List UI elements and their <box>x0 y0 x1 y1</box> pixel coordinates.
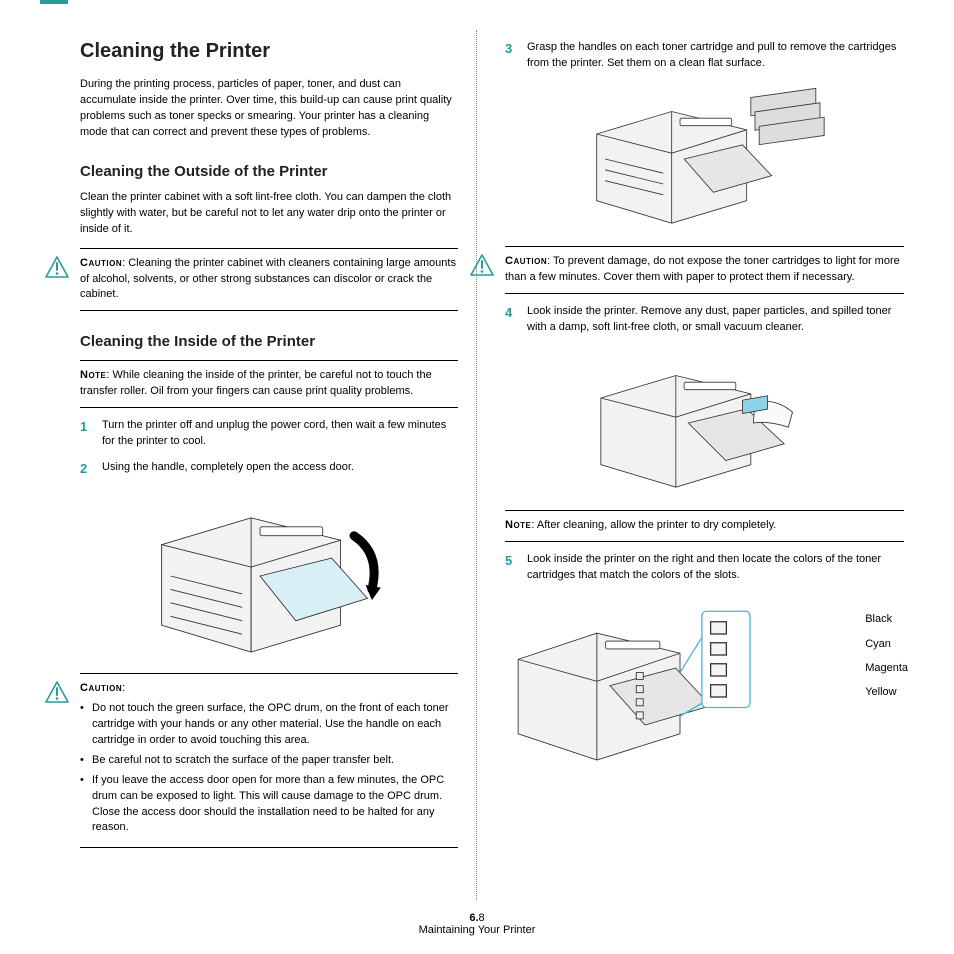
header-accent-bar <box>40 0 68 4</box>
note-2-text: : After cleaning, allow the printer to d… <box>531 519 776 531</box>
caution-block-2: Caution: Do not touch the green surface,… <box>80 673 458 848</box>
color-cyan: Cyan <box>865 632 908 656</box>
step-5-text: Look inside the printer on the right and… <box>527 552 904 584</box>
step-5: 5 Look inside the printer on the right a… <box>505 552 904 584</box>
color-black: Black <box>865 607 908 631</box>
step-3: 3 Grasp the handles on each toner cartri… <box>505 40 904 72</box>
step-number: 4 <box>505 304 517 336</box>
caution-bullet: Do not touch the green surface, the OPC … <box>80 701 458 749</box>
step-1-text: Turn the printer off and unplug the powe… <box>102 418 458 450</box>
caution-3-text: : To prevent damage, do not expose the t… <box>505 255 900 283</box>
caution-icon <box>469 253 495 279</box>
page-footer: 6.8 Maintaining Your Printer <box>0 912 954 936</box>
color-yellow: Yellow <box>865 680 908 704</box>
caution-bullet: If you leave the access door open for mo… <box>80 773 458 837</box>
caution-2-bullets: Do not touch the green surface, the OPC … <box>80 701 458 837</box>
caution-label: Caution <box>505 255 547 267</box>
step-number: 3 <box>505 40 517 72</box>
printer-clean-inside-illustration <box>580 348 830 498</box>
step-number: 5 <box>505 552 517 584</box>
chapter-number: 6. <box>469 912 478 924</box>
printer-open-door-illustration <box>134 491 404 661</box>
note-label: Note <box>80 369 106 381</box>
note-1-text: : While cleaning the inside of the print… <box>80 369 432 397</box>
page-title: Cleaning the Printer <box>80 40 458 63</box>
right-column: 3 Grasp the handles on each toner cartri… <box>477 30 914 900</box>
step-4: 4 Look inside the printer. Remove any du… <box>505 304 904 336</box>
heading-inside: Cleaning the Inside of the Printer <box>80 333 458 350</box>
step-1: 1 Turn the printer off and unplug the po… <box>80 418 458 450</box>
step-4-text: Look inside the printer. Remove any dust… <box>527 304 904 336</box>
note-block-1: Note: While cleaning the inside of the p… <box>80 360 458 408</box>
caution-label: Caution <box>80 257 122 269</box>
printer-color-slots-wrap: Black Cyan Magenta Yellow <box>505 595 904 785</box>
outside-paragraph: Clean the printer cabinet with a soft li… <box>80 190 458 238</box>
caution-1-text: : Cleaning the printer cabinet with clea… <box>80 257 456 301</box>
step-2: 2 Using the handle, completely open the … <box>80 460 458 479</box>
step-3-text: Grasp the handles on each toner cartridg… <box>527 40 904 72</box>
page-number: 8 <box>479 912 485 924</box>
printer-color-slots-illustration <box>505 595 785 785</box>
caution-block-3: Caution: To prevent damage, do not expos… <box>505 246 904 294</box>
note-label: Note <box>505 519 531 531</box>
caution-icon <box>44 680 70 706</box>
printer-remove-cartridge-illustration <box>580 84 830 234</box>
color-magenta: Magenta <box>865 656 908 680</box>
intro-paragraph: During the printing process, particles o… <box>80 77 458 141</box>
heading-outside: Cleaning the Outside of the Printer <box>80 163 458 180</box>
step-number: 2 <box>80 460 92 479</box>
content-columns: Cleaning the Printer During the printing… <box>40 30 914 900</box>
step-number: 1 <box>80 418 92 450</box>
color-labels: Black Cyan Magenta Yellow <box>865 607 908 704</box>
caution-icon <box>44 255 70 281</box>
footer-section: Maintaining Your Printer <box>419 924 536 936</box>
caution-block-1: Caution: Cleaning the printer cabinet wi… <box>80 248 458 312</box>
caution-label: Caution <box>80 682 122 694</box>
note-block-2: Note: After cleaning, allow the printer … <box>505 510 904 542</box>
step-2-text: Using the handle, completely open the ac… <box>102 460 458 479</box>
caution-bullet: Be careful not to scratch the surface of… <box>80 753 458 769</box>
left-column: Cleaning the Printer During the printing… <box>40 30 477 900</box>
